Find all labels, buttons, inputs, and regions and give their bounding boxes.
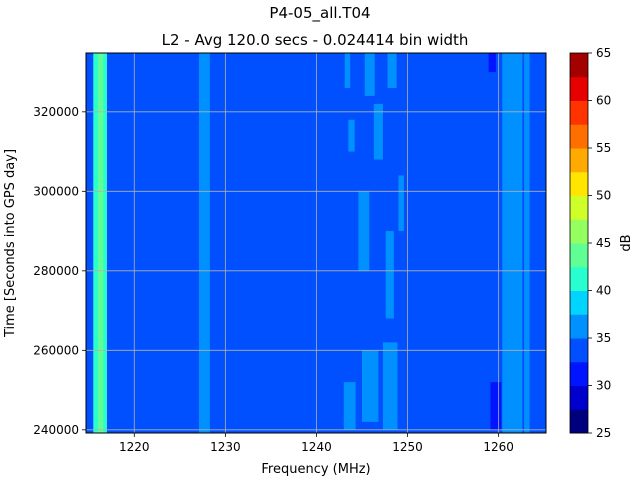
chart-title: P4-05_all.T04	[269, 4, 370, 23]
colorbar-tick-label: 45	[596, 236, 611, 250]
gridlines	[86, 53, 546, 433]
signal-patch	[358, 191, 370, 271]
x-tick-label: 1250	[392, 440, 423, 454]
signal-patch	[373, 103, 383, 160]
colorbar-segment	[570, 361, 588, 386]
colorbar-segment	[570, 219, 588, 244]
colorbar-tick-label: 25	[596, 426, 611, 440]
colorbar-tick-label: 40	[596, 284, 611, 298]
colorbar-tick-label: 30	[596, 379, 611, 393]
signal-patch	[382, 342, 398, 430]
colorbar-segment	[570, 53, 588, 78]
y-tick-label: 280000	[33, 264, 79, 278]
plot-frame	[85, 52, 547, 434]
colorbar-segment	[570, 385, 588, 410]
colorbar-segment	[570, 100, 588, 125]
colorbar-segment	[570, 338, 588, 363]
colorbar-tick-label: 35	[596, 331, 611, 345]
signal-band	[198, 53, 210, 433]
colorbar-segment	[570, 195, 588, 220]
colorbar-segment	[570, 171, 588, 196]
signal-patch	[490, 382, 502, 430]
y-tick-label: 320000	[33, 105, 79, 119]
signal-patch	[387, 53, 397, 88]
colorbar-label: dB	[619, 234, 634, 251]
signal-patch	[398, 175, 404, 232]
y-tick-label: 260000	[33, 343, 79, 357]
x-tick-label: 1240	[301, 440, 332, 454]
signal-patch	[343, 382, 356, 430]
signal-patch	[362, 350, 379, 422]
plot-area: 1220 1230 1240 1250 1260 240000 260000 280000 3…	[33, 52, 547, 454]
x-tick-label: 1260	[483, 440, 514, 454]
colorbar-segment	[570, 314, 588, 339]
y-tick-label: 240000	[33, 423, 79, 437]
colorbar-tick-label: 50	[596, 189, 611, 203]
signal-band	[502, 53, 523, 433]
chart-subtitle: L2 - Avg 120.0 secs - 0.024414 bin width	[162, 31, 469, 49]
y-tick-label: 300000	[33, 184, 79, 198]
x-axis-label: Frequency (MHz)	[261, 462, 370, 477]
x-axis-ticks: 1220 1230 1240 1250 1260	[119, 433, 514, 454]
x-tick-label: 1220	[119, 440, 150, 454]
colorbar-segment	[570, 290, 588, 315]
y-axis-label: Time [Seconds into GPS day]	[3, 149, 18, 338]
y-axis-ticks: 240000 260000 280000 300000 320000	[33, 105, 86, 437]
heatmap-features	[93, 53, 530, 433]
colorbar-tick-label: 55	[596, 141, 611, 155]
colorbar-segment	[570, 243, 588, 268]
heatmap-background	[86, 53, 546, 433]
signal-patch	[488, 53, 496, 73]
signal-patch	[348, 119, 355, 152]
colorbar: 25 30 35 40 45 50 55 60 65	[569, 46, 611, 440]
signal-band	[524, 53, 530, 433]
signal-patch	[344, 53, 351, 88]
colorbar-segment	[570, 124, 588, 149]
colorbar-tick-label: 65	[596, 46, 611, 60]
colorbar-segment	[570, 266, 588, 291]
colorbar-segment	[570, 76, 588, 101]
signal-patch	[364, 53, 375, 96]
signal-patch	[385, 231, 394, 319]
x-tick-label: 1230	[210, 440, 241, 454]
signal-band-core	[97, 53, 104, 433]
colorbar-tick-label: 60	[596, 94, 611, 108]
colorbar-segment	[570, 148, 588, 173]
colorbar-segment	[570, 409, 588, 434]
